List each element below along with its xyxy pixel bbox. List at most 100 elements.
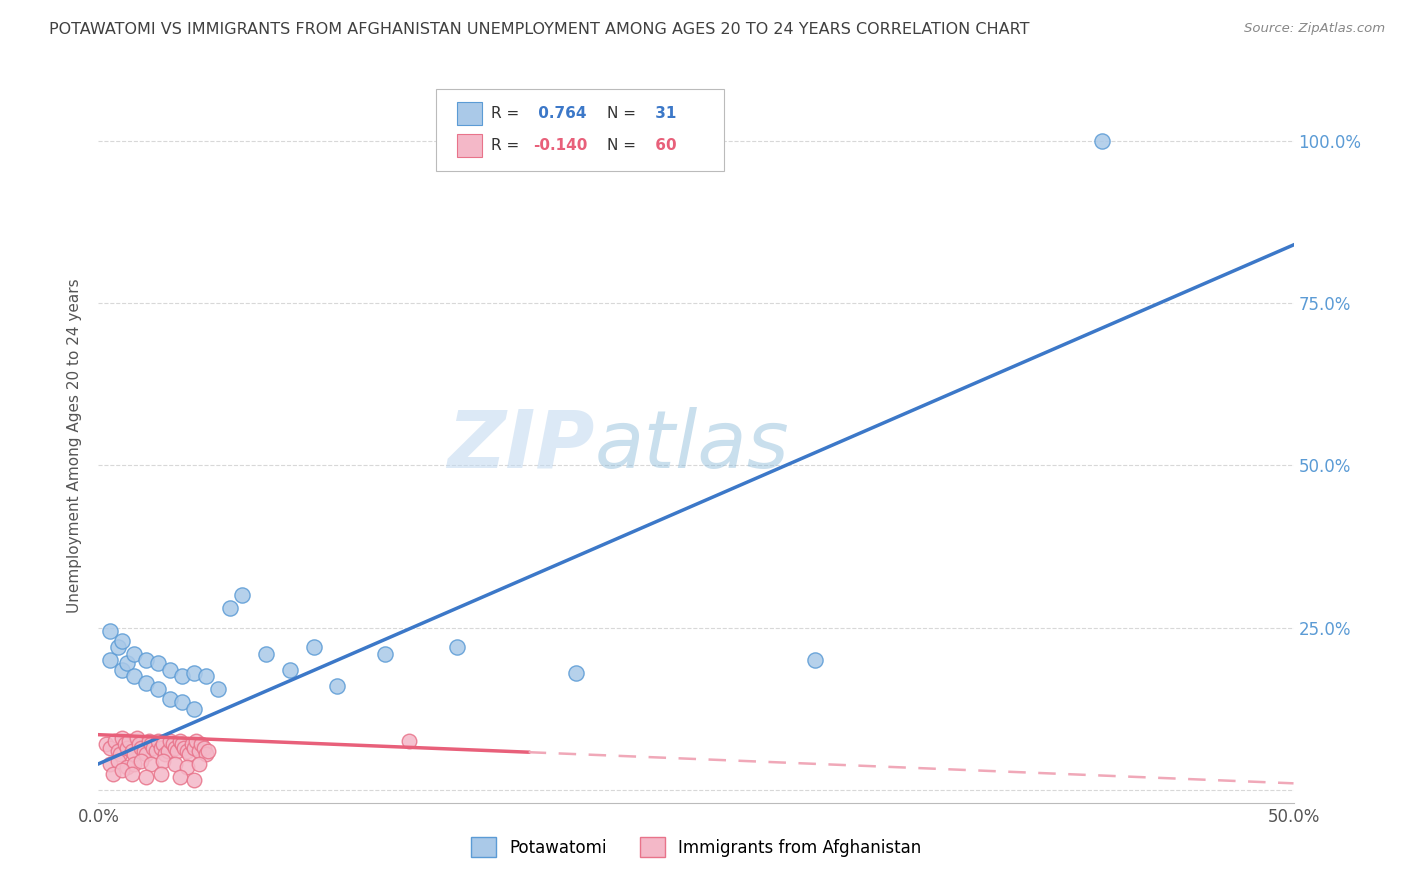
- Point: [187, 756, 209, 771]
- Point: [135, 747, 157, 761]
- Point: [118, 734, 141, 748]
- Point: [169, 734, 191, 748]
- Point: [446, 640, 468, 654]
- Point: [155, 747, 177, 761]
- Point: [139, 738, 162, 752]
- Legend: Potawatomi, Immigrants from Afghanistan: Potawatomi, Immigrants from Afghanistan: [463, 829, 929, 866]
- Point: [254, 647, 277, 661]
- Point: [142, 740, 165, 755]
- Point: [131, 740, 153, 755]
- Point: [326, 679, 349, 693]
- Point: [179, 747, 201, 761]
- Point: [183, 702, 205, 716]
- Point: [149, 740, 172, 755]
- Point: [135, 675, 157, 690]
- Point: [172, 695, 194, 709]
- Point: [1091, 134, 1114, 148]
- Point: [128, 738, 150, 752]
- Point: [374, 647, 396, 661]
- Point: [172, 669, 194, 683]
- Point: [180, 738, 202, 752]
- Point: [219, 601, 242, 615]
- Point: [107, 640, 129, 654]
- Point: [132, 744, 155, 758]
- Point: [139, 756, 162, 771]
- Point: [148, 657, 170, 671]
- Text: POTAWATOMI VS IMMIGRANTS FROM AFGHANISTAN UNEMPLOYMENT AMONG AGES 20 TO 24 YEARS: POTAWATOMI VS IMMIGRANTS FROM AFGHANISTA…: [49, 22, 1029, 37]
- Point: [156, 744, 179, 758]
- Point: [169, 770, 191, 784]
- Y-axis label: Unemployment Among Ages 20 to 24 years: Unemployment Among Ages 20 to 24 years: [67, 278, 83, 614]
- Point: [107, 744, 129, 758]
- Point: [125, 731, 148, 745]
- Point: [121, 766, 143, 780]
- Text: N =: N =: [607, 106, 641, 120]
- Point: [162, 738, 184, 752]
- Point: [101, 766, 124, 780]
- Point: [135, 770, 157, 784]
- Point: [173, 740, 195, 755]
- Point: [207, 682, 229, 697]
- Text: ZIP: ZIP: [447, 407, 595, 485]
- Point: [195, 669, 218, 683]
- Point: [124, 669, 146, 683]
- Point: [111, 663, 134, 677]
- Point: [124, 756, 146, 771]
- Point: [115, 657, 138, 671]
- Point: [98, 653, 122, 667]
- Point: [148, 734, 170, 748]
- Text: atlas: atlas: [595, 407, 789, 485]
- Point: [115, 740, 138, 755]
- Point: [148, 682, 170, 697]
- Point: [187, 744, 209, 758]
- Point: [107, 754, 129, 768]
- Point: [183, 740, 205, 755]
- Point: [804, 653, 827, 667]
- Point: [98, 740, 122, 755]
- Point: [135, 653, 157, 667]
- Point: [124, 747, 146, 761]
- Point: [121, 744, 143, 758]
- Point: [111, 633, 134, 648]
- Point: [183, 666, 205, 681]
- Point: [159, 734, 181, 748]
- Point: [195, 747, 218, 761]
- Point: [145, 744, 167, 758]
- Point: [398, 734, 420, 748]
- Point: [166, 744, 188, 758]
- Point: [172, 738, 194, 752]
- Point: [111, 731, 134, 745]
- Text: R =: R =: [491, 138, 524, 153]
- Text: R =: R =: [491, 106, 524, 120]
- Point: [159, 663, 181, 677]
- Point: [152, 754, 174, 768]
- Point: [302, 640, 325, 654]
- Point: [163, 756, 186, 771]
- Text: N =: N =: [607, 138, 641, 153]
- Point: [138, 734, 160, 748]
- Point: [94, 738, 117, 752]
- Point: [149, 766, 172, 780]
- Point: [131, 754, 153, 768]
- Point: [183, 773, 205, 788]
- Point: [115, 760, 138, 774]
- Text: 0.764: 0.764: [533, 106, 586, 120]
- Point: [152, 738, 174, 752]
- Point: [176, 744, 198, 758]
- Point: [193, 740, 215, 755]
- Point: [163, 740, 186, 755]
- Point: [186, 734, 208, 748]
- Point: [565, 666, 588, 681]
- Point: [114, 738, 136, 752]
- Point: [231, 588, 253, 602]
- Text: 31: 31: [650, 106, 676, 120]
- Text: Source: ZipAtlas.com: Source: ZipAtlas.com: [1244, 22, 1385, 36]
- Text: 60: 60: [650, 138, 676, 153]
- Text: -0.140: -0.140: [533, 138, 588, 153]
- Point: [190, 738, 212, 752]
- Point: [124, 647, 146, 661]
- Point: [176, 760, 198, 774]
- Point: [197, 744, 219, 758]
- Point: [159, 692, 181, 706]
- Point: [278, 663, 301, 677]
